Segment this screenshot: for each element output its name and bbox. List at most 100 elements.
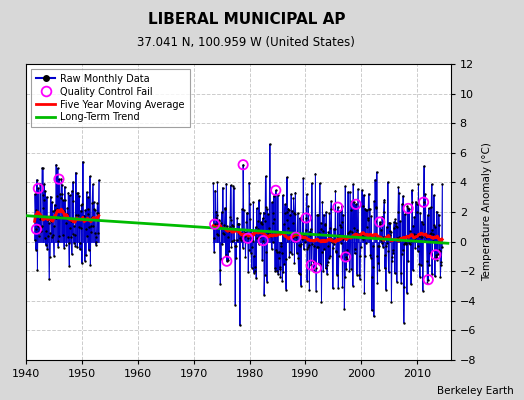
Point <box>42 228 50 234</box>
Point <box>264 231 272 237</box>
Point <box>237 230 245 236</box>
Point <box>219 230 227 236</box>
Point <box>43 217 52 224</box>
Point <box>68 231 77 237</box>
Point <box>404 205 412 212</box>
Point <box>220 225 228 231</box>
Point <box>269 210 277 216</box>
Point <box>331 187 340 194</box>
Point <box>279 269 288 275</box>
Point <box>374 260 383 266</box>
Point <box>243 210 252 216</box>
Point <box>245 179 254 186</box>
Point <box>290 210 298 216</box>
Point <box>30 237 39 244</box>
Point <box>423 280 432 286</box>
Point <box>89 223 97 229</box>
Point <box>318 249 326 256</box>
Point <box>412 201 421 207</box>
Point <box>69 179 77 185</box>
Point <box>46 253 54 260</box>
Point <box>435 246 444 253</box>
Point <box>226 182 235 189</box>
Point <box>391 216 399 223</box>
Point <box>377 226 385 233</box>
Point <box>408 187 416 193</box>
Point <box>215 218 223 224</box>
Point <box>242 230 250 236</box>
Point <box>57 176 66 182</box>
Point <box>222 180 231 187</box>
Point <box>359 203 367 210</box>
Point <box>405 206 413 212</box>
Point <box>283 174 291 180</box>
Point <box>255 197 263 204</box>
Point <box>301 226 310 233</box>
Point <box>275 249 283 255</box>
Point <box>256 210 264 216</box>
Point <box>236 234 245 241</box>
Point <box>411 198 420 205</box>
Point <box>65 262 73 269</box>
Point <box>244 235 252 242</box>
Point <box>424 205 433 212</box>
Point <box>35 232 43 239</box>
Point <box>292 250 301 256</box>
Point <box>398 247 407 253</box>
Point <box>411 245 419 251</box>
Point <box>342 254 350 260</box>
Point <box>241 254 249 260</box>
Point <box>376 219 384 225</box>
Point <box>59 232 67 238</box>
Point <box>260 292 268 298</box>
Point <box>366 234 374 241</box>
Point <box>235 230 243 236</box>
Point <box>64 240 73 246</box>
Point <box>322 262 331 268</box>
Point <box>283 217 292 224</box>
Point <box>336 224 345 230</box>
Point <box>227 217 235 223</box>
Point <box>328 235 336 242</box>
Point <box>395 190 403 196</box>
Point <box>364 191 373 197</box>
Point <box>272 268 281 274</box>
Point <box>257 219 265 226</box>
Point <box>307 262 315 268</box>
Point <box>385 232 394 238</box>
Point <box>46 230 54 236</box>
Point <box>77 202 85 208</box>
Point <box>83 233 91 239</box>
Point <box>320 246 329 252</box>
Point <box>222 252 230 258</box>
Point <box>62 242 71 248</box>
Point <box>211 221 219 227</box>
Point <box>411 235 419 242</box>
Point <box>300 246 308 252</box>
Point <box>385 268 393 275</box>
Point <box>272 247 280 253</box>
Point <box>397 270 405 276</box>
Point <box>213 179 222 186</box>
Point <box>85 224 94 230</box>
Point <box>431 273 439 280</box>
Point <box>294 270 303 276</box>
Point <box>316 219 325 226</box>
Point <box>406 231 414 237</box>
Point <box>333 272 341 278</box>
Point <box>351 231 359 237</box>
Point <box>219 184 227 191</box>
Point <box>347 198 356 205</box>
Point <box>264 211 272 217</box>
Point <box>408 199 417 206</box>
Point <box>259 209 268 216</box>
Point <box>434 212 443 218</box>
Point <box>56 191 64 197</box>
Point <box>311 170 320 177</box>
Point <box>241 233 249 239</box>
Point <box>266 229 275 235</box>
Point <box>242 219 250 225</box>
Point <box>218 241 226 248</box>
Point <box>84 210 93 217</box>
Point <box>419 199 428 206</box>
